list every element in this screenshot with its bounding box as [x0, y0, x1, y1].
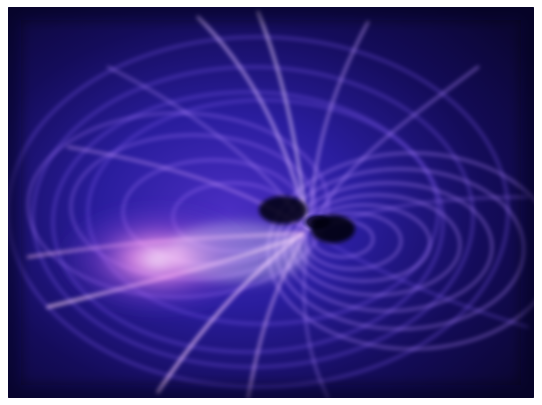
dark-core — [238, 181, 378, 257]
cosmic-swirl-image — [8, 7, 534, 398]
swirl-graphic — [8, 7, 534, 398]
dark-core-right-lobe — [311, 215, 355, 243]
dark-core-left-lobe — [259, 196, 307, 224]
